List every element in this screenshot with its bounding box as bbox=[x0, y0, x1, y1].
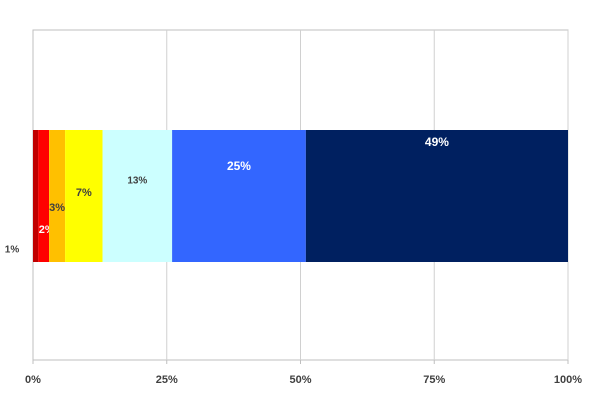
bar-segment bbox=[305, 130, 568, 262]
bar-segment bbox=[33, 130, 39, 262]
data-label: 7% bbox=[76, 187, 92, 199]
x-tick-label: 100% bbox=[554, 374, 582, 386]
x-tick-label: 25% bbox=[156, 374, 178, 386]
data-label: 13% bbox=[127, 176, 147, 187]
x-tick-label: 0% bbox=[25, 374, 41, 386]
bar-segment bbox=[49, 130, 66, 262]
bar-segment bbox=[65, 130, 103, 262]
bar-segment bbox=[102, 130, 173, 262]
data-label: 3% bbox=[49, 202, 65, 214]
data-label: 1% bbox=[5, 245, 20, 256]
data-label: 25% bbox=[227, 159, 251, 173]
data-label: 49% bbox=[425, 135, 449, 149]
x-tick-label: 75% bbox=[423, 374, 445, 386]
x-tick-label: 50% bbox=[289, 374, 311, 386]
bar-segment bbox=[172, 130, 306, 262]
bar-segment bbox=[38, 130, 50, 262]
